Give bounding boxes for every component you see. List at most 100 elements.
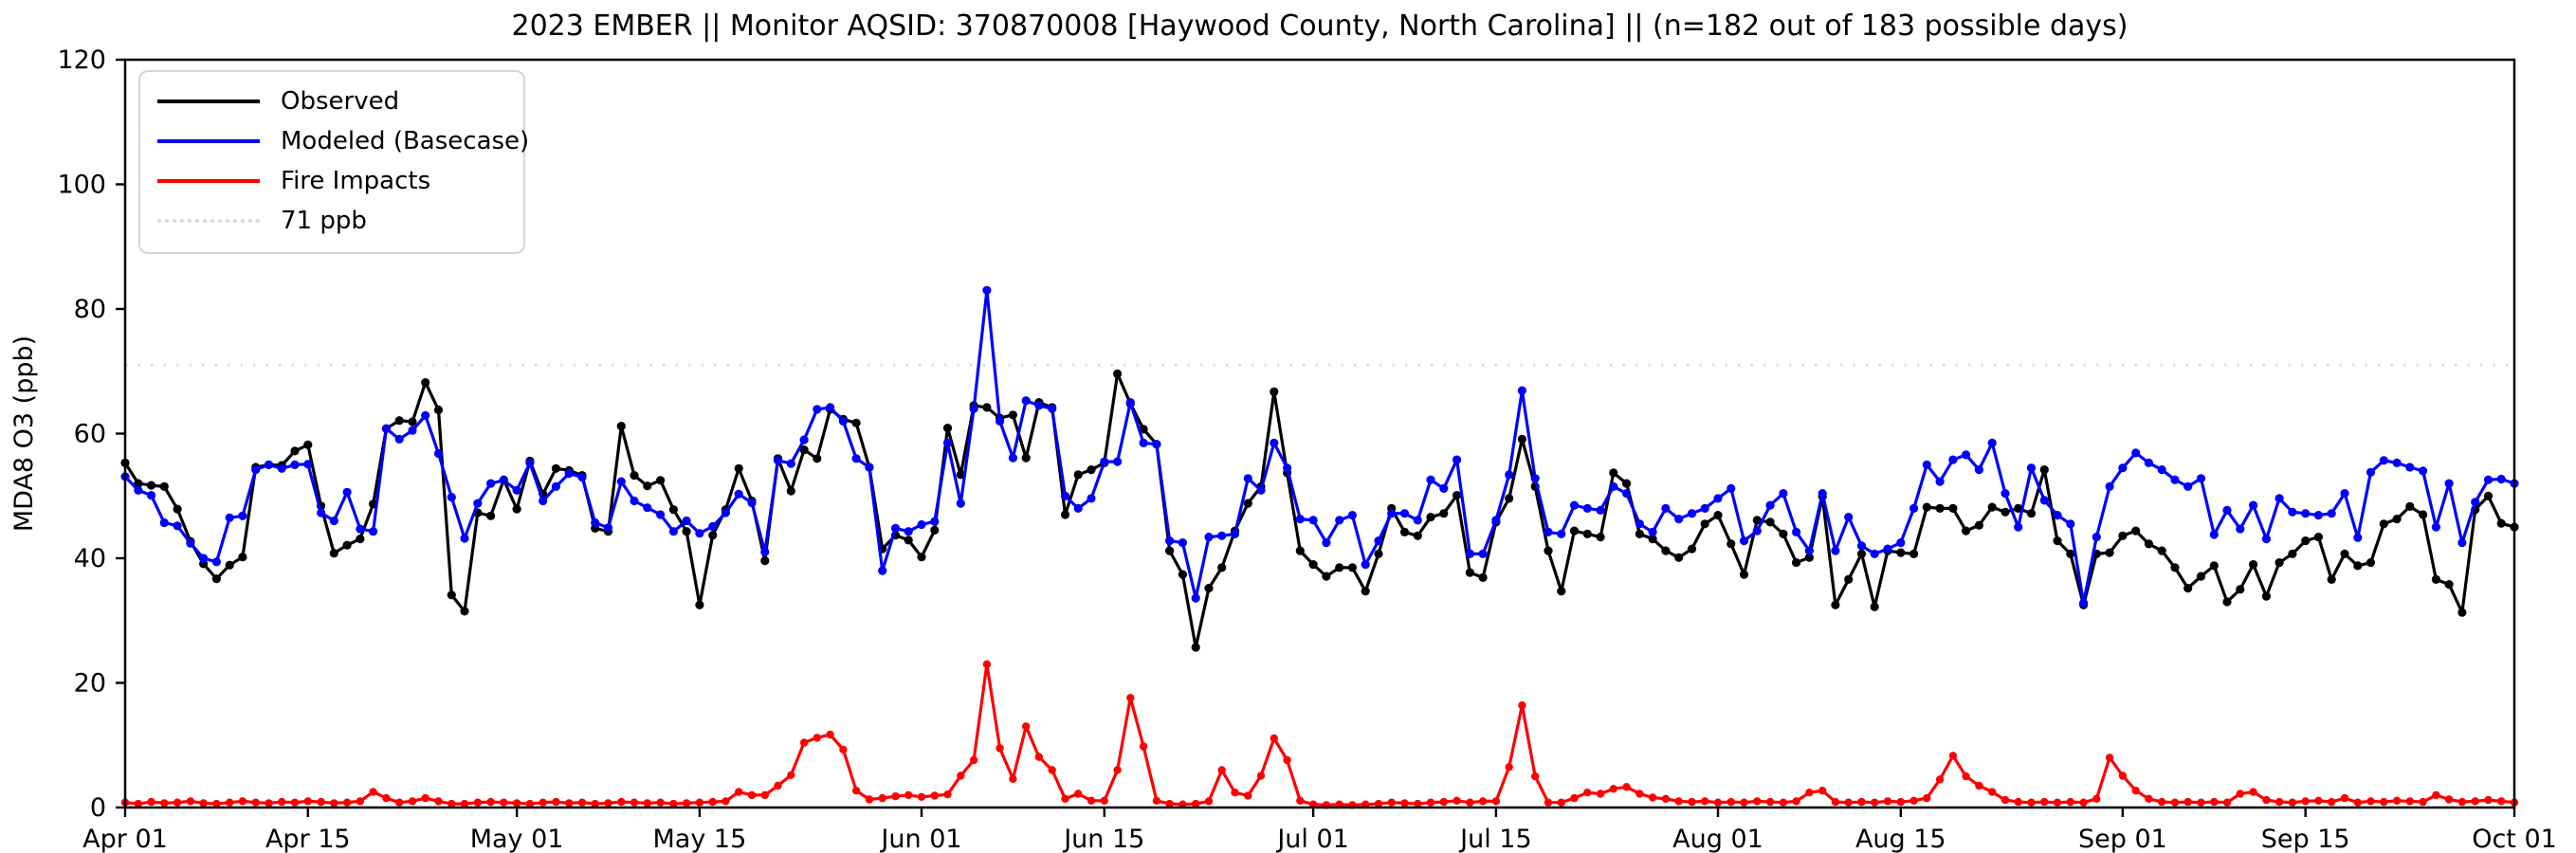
data-point bbox=[2301, 536, 2311, 546]
data-point bbox=[1582, 503, 1592, 514]
data-point bbox=[1896, 797, 1906, 807]
data-point bbox=[591, 799, 599, 808]
data-point bbox=[330, 799, 338, 808]
x-tick-label: Jul 15 bbox=[1458, 825, 1532, 853]
data-point bbox=[2353, 798, 2362, 807]
data-point bbox=[942, 424, 953, 433]
data-point bbox=[290, 798, 300, 807]
data-point bbox=[2222, 597, 2232, 607]
data-point bbox=[708, 531, 718, 540]
data-point bbox=[1478, 549, 1488, 559]
data-point bbox=[2405, 501, 2415, 512]
data-point bbox=[1295, 515, 1305, 524]
data-point bbox=[1295, 546, 1305, 555]
data-point bbox=[682, 527, 691, 536]
data-point bbox=[708, 521, 718, 532]
data-point bbox=[904, 535, 913, 545]
data-point bbox=[2261, 535, 2271, 544]
data-point bbox=[890, 523, 901, 534]
data-point bbox=[760, 790, 769, 800]
data-point bbox=[1374, 799, 1383, 808]
data-point bbox=[1648, 527, 1657, 537]
data-point bbox=[1687, 509, 1697, 518]
data-point bbox=[1048, 404, 1057, 413]
data-point bbox=[1557, 587, 1566, 596]
data-point bbox=[303, 797, 312, 806]
modeled-line-sample bbox=[157, 139, 260, 143]
data-point bbox=[448, 799, 456, 808]
data-point bbox=[773, 456, 783, 465]
data-point bbox=[1831, 600, 1840, 609]
data-point bbox=[551, 481, 561, 491]
data-point bbox=[552, 797, 560, 807]
data-point bbox=[1087, 494, 1096, 503]
y-tick-label: 120 bbox=[57, 45, 106, 75]
data-point bbox=[813, 734, 821, 742]
data-point bbox=[134, 799, 142, 808]
chart-title: 2023 EMBER || Monitor AQSID: 370870008 [… bbox=[511, 9, 2128, 43]
data-point bbox=[1922, 502, 1931, 512]
data-point bbox=[2210, 797, 2219, 807]
data-point bbox=[1308, 560, 1318, 570]
data-point bbox=[564, 469, 574, 479]
data-point bbox=[1975, 781, 1983, 790]
data-point bbox=[147, 797, 155, 807]
data-point bbox=[486, 479, 496, 488]
data-point bbox=[1230, 529, 1240, 539]
x-tick-label: Sep 01 bbox=[2078, 825, 2167, 853]
data-point bbox=[264, 460, 274, 469]
data-point bbox=[786, 486, 795, 496]
data-point bbox=[682, 516, 691, 526]
data-point bbox=[2431, 574, 2440, 585]
data-point bbox=[486, 511, 496, 520]
data-point bbox=[956, 499, 965, 508]
data-point bbox=[2288, 549, 2297, 559]
data-point bbox=[2405, 797, 2414, 806]
data-point bbox=[1569, 526, 1580, 535]
data-point bbox=[290, 446, 300, 456]
data-point bbox=[211, 557, 221, 567]
data-point bbox=[1296, 796, 1305, 805]
data-point bbox=[1674, 797, 1683, 806]
data-point bbox=[1399, 509, 1410, 518]
x-tick-label: Sep 15 bbox=[2261, 825, 2350, 853]
y-tick-label: 40 bbox=[74, 544, 106, 573]
data-point bbox=[2275, 494, 2284, 503]
data-point bbox=[2249, 788, 2257, 796]
data-point bbox=[1009, 774, 1017, 783]
data-point bbox=[2170, 563, 2180, 572]
data-point bbox=[787, 771, 795, 779]
data-point bbox=[1505, 763, 1513, 771]
y-axis: 0 20 40 60 80 100 120 bbox=[57, 45, 125, 823]
data-point bbox=[1726, 797, 1736, 807]
data-point bbox=[146, 481, 156, 490]
data-point bbox=[342, 798, 352, 807]
x-axis: Apr 01 Apr 15 May 01 May 15 Jun 01 Jun 15 Jul … bbox=[82, 808, 2557, 853]
data-point bbox=[2183, 797, 2192, 807]
data-point bbox=[2392, 796, 2402, 805]
data-point bbox=[1100, 457, 1109, 466]
data-point bbox=[1948, 455, 1958, 464]
data-point bbox=[159, 481, 169, 491]
data-point bbox=[1399, 527, 1410, 537]
x-tick-label: Apr 01 bbox=[82, 825, 168, 853]
data-point bbox=[1974, 520, 1983, 530]
data-point bbox=[577, 798, 587, 807]
data-point bbox=[1322, 572, 1331, 581]
data-point bbox=[1034, 753, 1044, 761]
data-point bbox=[1204, 584, 1214, 593]
data-point bbox=[2001, 795, 2010, 805]
data-point bbox=[930, 525, 940, 535]
data-point bbox=[630, 471, 639, 481]
data-point bbox=[2419, 797, 2427, 807]
data-point bbox=[1752, 516, 1762, 525]
data-point bbox=[512, 799, 521, 808]
data-point bbox=[957, 771, 965, 780]
x-tick-label: Jun 15 bbox=[1062, 825, 1144, 853]
data-point bbox=[329, 516, 338, 526]
data-point bbox=[1804, 553, 1814, 562]
data-point bbox=[2001, 489, 2010, 499]
data-point bbox=[735, 788, 743, 796]
data-point bbox=[1870, 602, 1879, 611]
